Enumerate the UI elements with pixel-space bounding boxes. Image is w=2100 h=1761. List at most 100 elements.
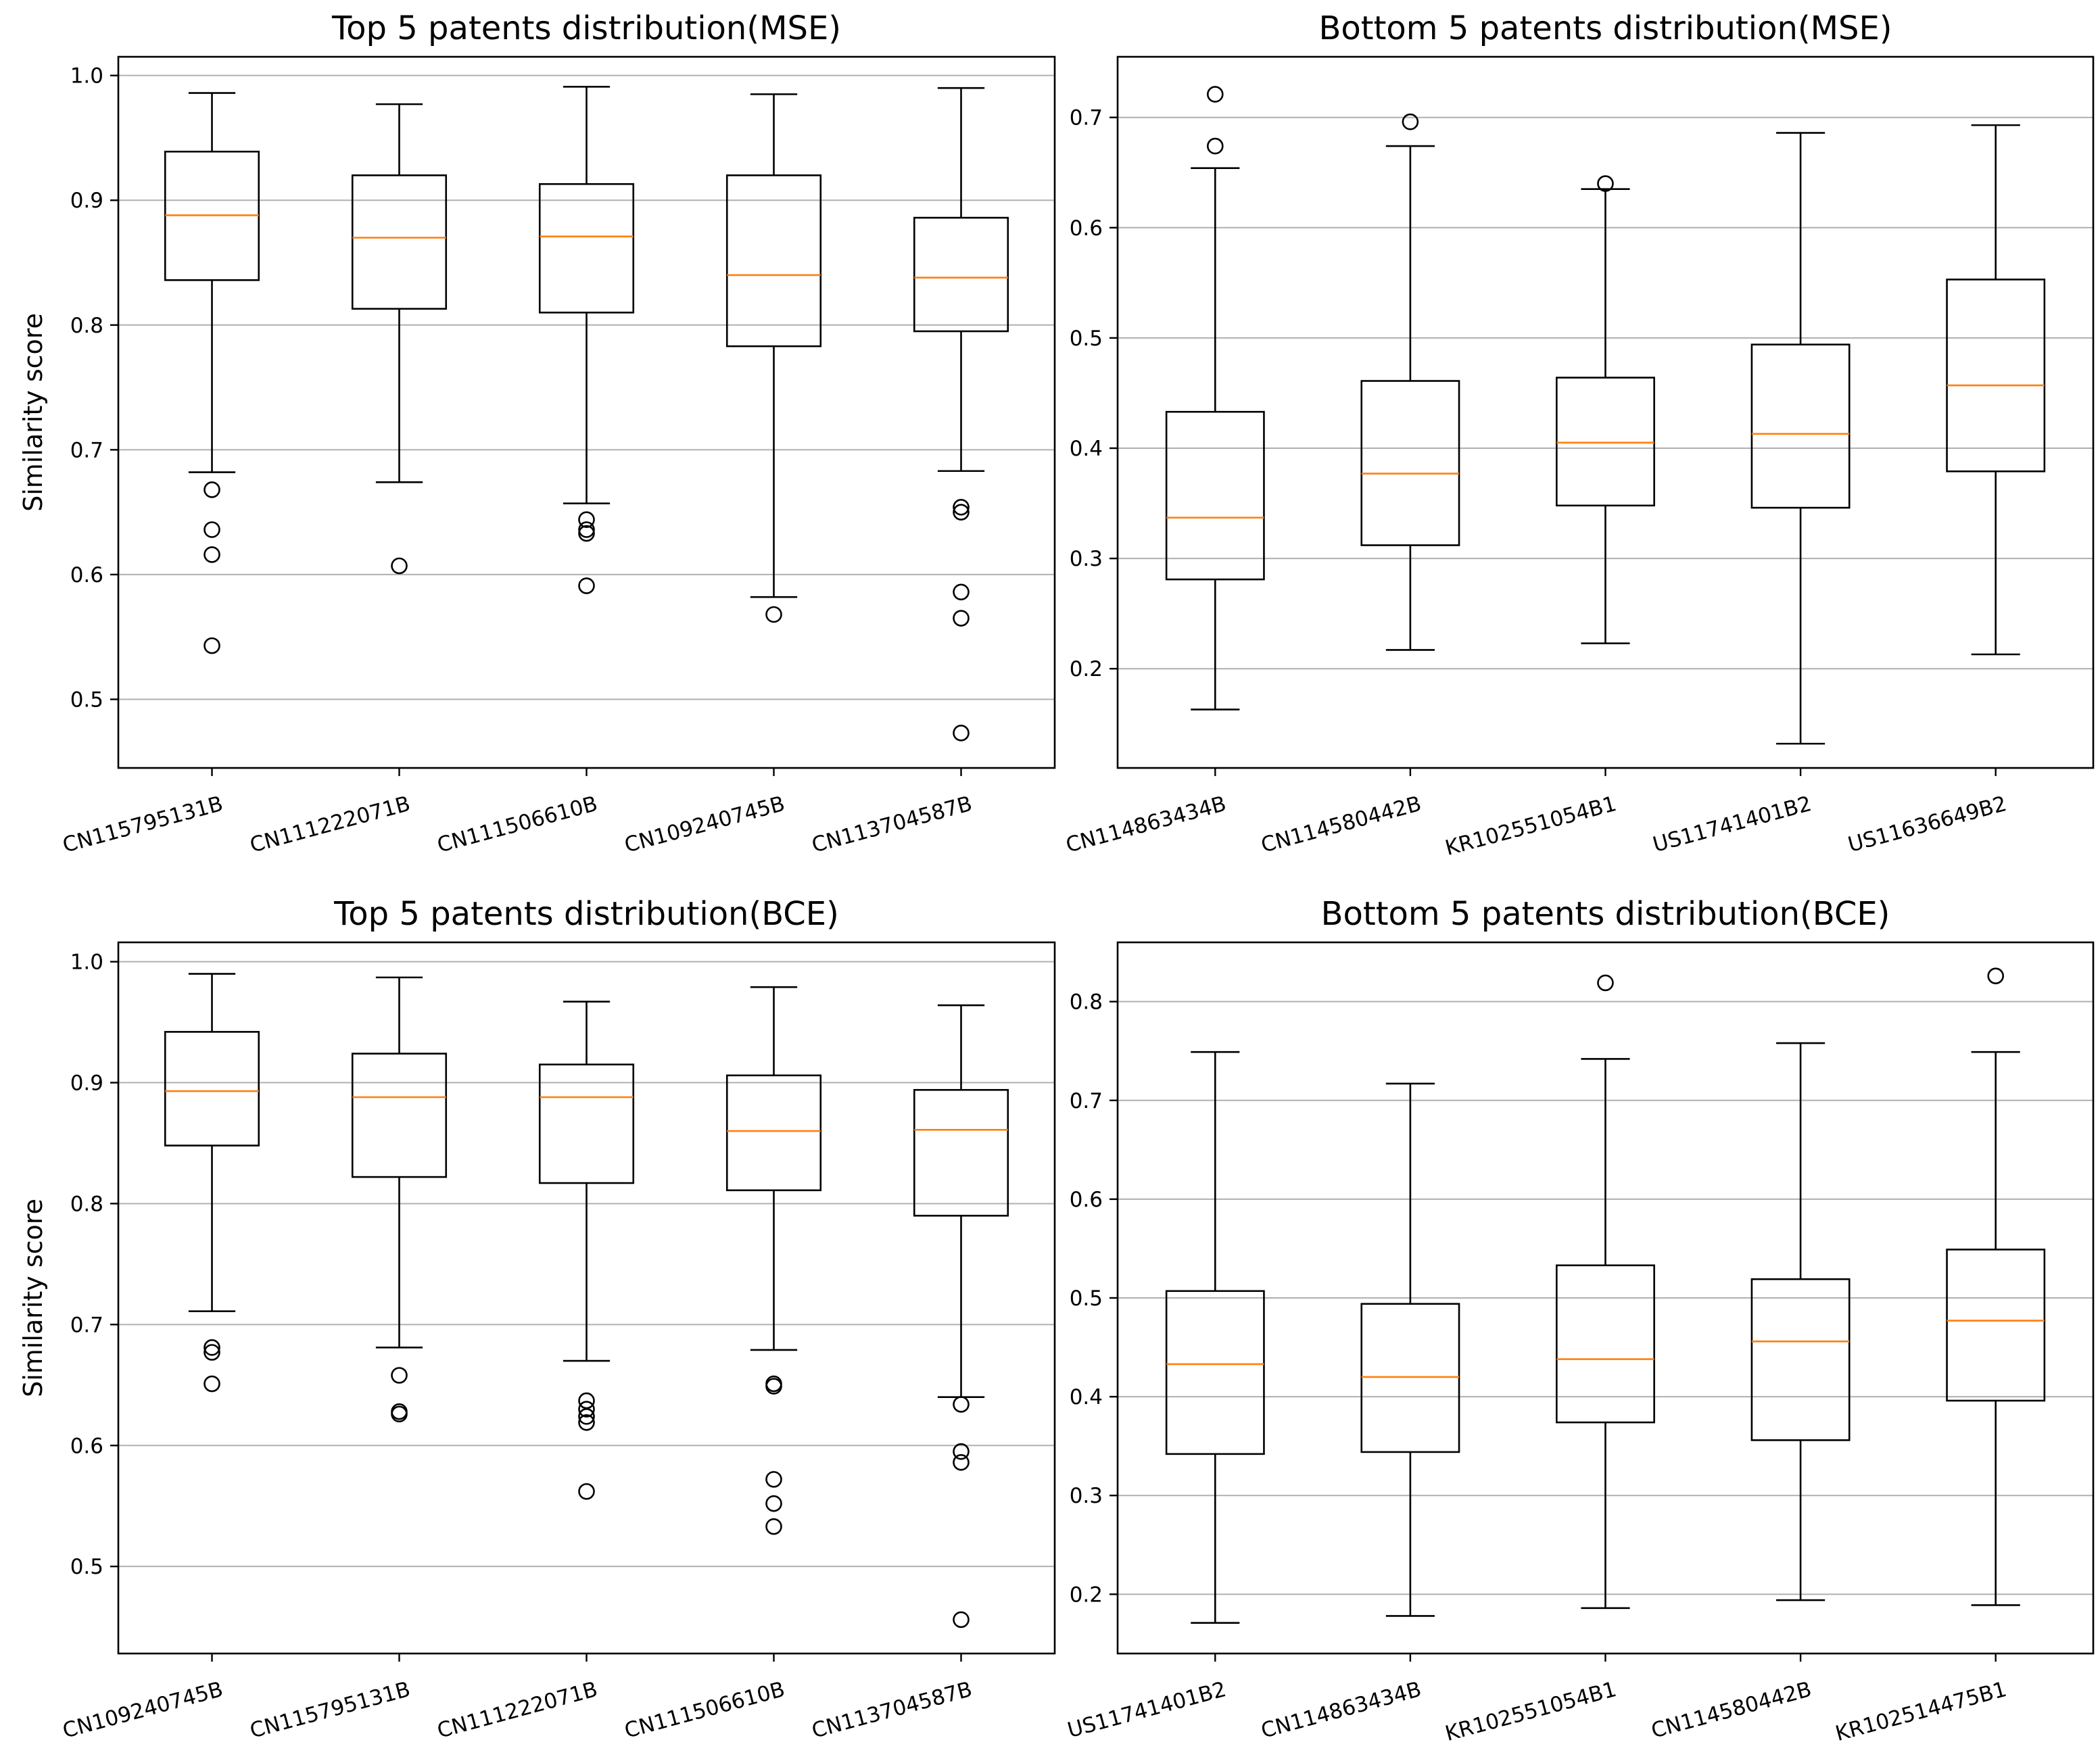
chart-title: Bottom 5 patents distribution(BCE) xyxy=(1321,895,1890,933)
box-CN115795131B xyxy=(164,92,260,654)
outlier-point xyxy=(578,1414,595,1431)
x-tick-label: CN111506610B xyxy=(435,792,600,858)
x-tick-label: CN109240745B xyxy=(60,1677,226,1743)
box-CN115795131B xyxy=(351,976,448,1423)
y-tick-label: 0.6 xyxy=(70,1434,103,1458)
chart-panel-4: 0.2 0.3 0.4 0.5 0.6 0.7 0.8 US11741401B2 CN11486… xyxy=(1065,895,2095,1746)
outlier-point xyxy=(1597,175,1614,192)
y-axis-label: Similarity score xyxy=(18,1199,48,1397)
outlier-point xyxy=(204,521,220,538)
outlier-point xyxy=(1207,86,1224,103)
y-tick-label: 0.8 xyxy=(1070,990,1103,1015)
box-CN113704587B xyxy=(913,87,1009,742)
x-tick-label: CN114863434B xyxy=(1258,1677,1424,1743)
box-CN114863434B xyxy=(1360,1082,1460,1617)
chart-title: Top 5 patents distribution(MSE) xyxy=(331,9,841,47)
outlier-point xyxy=(765,1518,782,1535)
outlier-point xyxy=(204,637,220,654)
box-body xyxy=(913,1088,1009,1217)
outlier-point xyxy=(765,1378,782,1395)
y-tick-label: 0.5 xyxy=(1070,327,1103,351)
box-body xyxy=(1750,1278,1851,1441)
y-tick-label: 0.6 xyxy=(1070,1188,1103,1212)
y-tick-label: 0.7 xyxy=(1070,106,1103,130)
x-tick-label: CN111506610B xyxy=(622,1677,788,1743)
box-body xyxy=(538,183,635,314)
outlier-point xyxy=(1207,137,1224,155)
box-CN111506610B xyxy=(725,986,822,1535)
box-CN109240745B xyxy=(164,973,260,1393)
outlier-point xyxy=(578,1392,595,1409)
y-tick-label: 0.9 xyxy=(70,189,103,213)
outlier-point xyxy=(578,525,595,542)
x-tick-label: CN111222071B xyxy=(247,792,413,858)
outlier-point xyxy=(578,1482,595,1500)
outlier-point xyxy=(953,1454,970,1471)
x-tick-label: CN109240745B xyxy=(622,792,788,858)
y-tick-label: 0.5 xyxy=(70,1555,103,1579)
chart-panel-1: 0.5 0.6 0.7 0.8 0.9 1.0 CN115795131B CN11122207… xyxy=(18,9,1056,858)
outlier-point xyxy=(204,481,220,498)
box-US11741401B2 xyxy=(1750,132,1851,745)
box-body xyxy=(351,174,448,310)
outlier-point xyxy=(953,1396,970,1413)
y-tick-label: 0.4 xyxy=(1070,1385,1103,1409)
box-CN114863434B xyxy=(1165,86,1265,710)
box-CN113704587B xyxy=(913,1004,1009,1629)
x-tick-label: CN113704587B xyxy=(809,1677,975,1743)
box-KR102514475B1 xyxy=(1946,967,2046,1606)
box-body xyxy=(1360,380,1460,546)
y-tick-label: 0.6 xyxy=(1070,216,1103,241)
box-body xyxy=(164,1031,260,1147)
chart-title: Top 5 patents distribution(BCE) xyxy=(333,895,839,933)
chart-panel-2: 0.2 0.3 0.4 0.5 0.6 0.7 CN114863434B CN11458044… xyxy=(1064,9,2095,861)
y-tick-label: 0.5 xyxy=(70,687,103,712)
outlier-point xyxy=(953,610,970,627)
y-tick-label: 1.0 xyxy=(70,950,103,975)
y-tick-label: 0.4 xyxy=(1070,437,1103,461)
box-body xyxy=(1750,343,1851,509)
outlier-point xyxy=(391,1405,408,1423)
outlier-point xyxy=(1597,974,1614,992)
x-tick-label: US11636649B2 xyxy=(1846,792,2009,857)
outlier-point xyxy=(765,1471,782,1488)
box-body xyxy=(1556,1264,1655,1424)
x-tick-label: US11741401B2 xyxy=(1065,1677,1228,1743)
outlier-point xyxy=(204,1339,220,1356)
outlier-point xyxy=(578,511,595,529)
x-tick-label: CN114580442B xyxy=(1258,792,1424,858)
outlier-point xyxy=(953,1443,970,1460)
y-tick-label: 0.2 xyxy=(1070,657,1103,681)
outlier-point xyxy=(204,1375,220,1393)
outlier-point xyxy=(578,577,595,594)
box-KR102551054B1 xyxy=(1556,175,1655,644)
box-CN114580442B xyxy=(1360,113,1460,651)
box-body xyxy=(1360,1303,1460,1453)
outlier-point xyxy=(1987,967,2004,984)
box-body xyxy=(538,1063,635,1184)
outlier-point xyxy=(953,725,970,742)
outlier-point xyxy=(953,1611,970,1629)
y-tick-label: 0.7 xyxy=(70,1313,103,1337)
box-body xyxy=(351,1053,448,1178)
chart-panel-3: 0.5 0.6 0.7 0.8 0.9 1.0 CN109240745B CN11579513… xyxy=(18,895,1056,1743)
y-tick-label: 0.3 xyxy=(1070,1484,1103,1508)
box-body xyxy=(1165,410,1265,581)
box-body xyxy=(1165,1290,1265,1455)
y-axis-label: Similarity score xyxy=(18,313,48,512)
x-tick-label: KR102551054B1 xyxy=(1443,792,1619,861)
box-CN111222071B xyxy=(538,1000,635,1500)
y-tick-label: 0.9 xyxy=(70,1071,103,1096)
y-tick-label: 0.8 xyxy=(70,1192,103,1216)
x-tick-label: CN113704587B xyxy=(809,792,975,858)
y-tick-label: 0.5 xyxy=(1070,1286,1103,1311)
outlier-point xyxy=(953,583,970,601)
box-body xyxy=(913,216,1009,333)
box-CN109240745B xyxy=(725,93,822,623)
outlier-point xyxy=(953,504,970,521)
box-CN114580442B xyxy=(1750,1042,1851,1601)
outlier-point xyxy=(578,521,595,538)
box-CN111222071B xyxy=(351,103,448,575)
y-tick-label: 0.6 xyxy=(70,563,103,587)
